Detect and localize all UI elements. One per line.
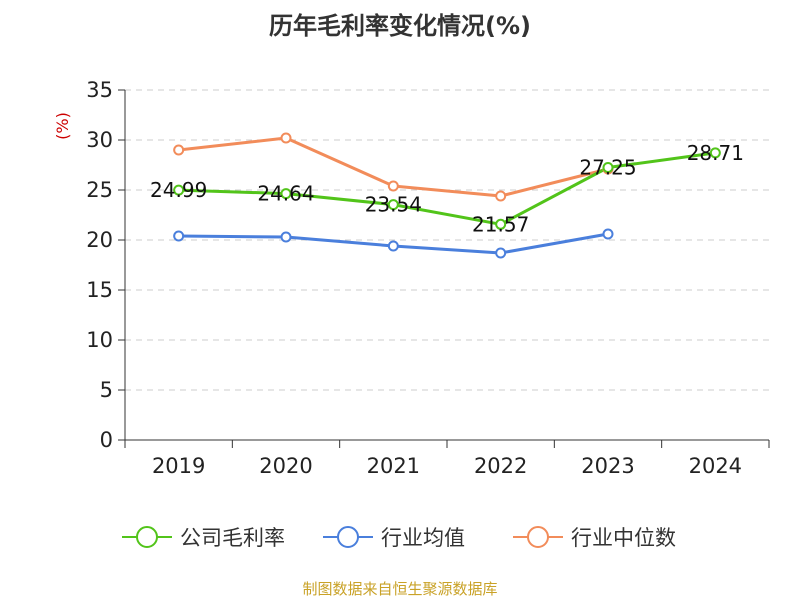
data-label: 24.64: [257, 182, 314, 206]
y-tick-label: 15: [86, 278, 113, 302]
data-point: [280, 188, 292, 200]
data-point: [280, 231, 292, 243]
legend-label: 公司毛利率: [180, 526, 285, 550]
x-tick-label: 2020: [259, 454, 312, 478]
data-label: 28.71: [687, 141, 744, 165]
data-point: [173, 144, 185, 156]
legend-label: 行业中位数: [571, 526, 676, 550]
legend-marker-icon: [527, 526, 549, 548]
data-point: [387, 180, 399, 192]
x-tick-label: 2021: [367, 454, 420, 478]
axes: 0 5 10 15 20 25 30 35 2019 2020 2021 2022 2023 2024: [86, 78, 770, 478]
data-label: 24.99: [150, 178, 207, 202]
y-tick-label: 35: [86, 78, 113, 102]
x-tick-label: 2022: [474, 454, 527, 478]
data-source-footer: 制图数据来自恒生聚源数据库: [302, 580, 497, 598]
y-tick-label: 30: [86, 128, 113, 152]
data-label: 27.25: [579, 156, 636, 180]
data-labels: 24.99 24.64 23.54 21.57 27.25 28.71: [150, 141, 744, 236]
legend-item[interactable]: 行业中位数: [513, 526, 676, 550]
data-point: [709, 147, 721, 159]
y-tick-label: 25: [86, 178, 113, 202]
data-point: [602, 228, 614, 240]
y-tick-label: 10: [86, 328, 113, 352]
legend-label: 行业均值: [381, 526, 465, 550]
grid-lines: [125, 89, 769, 391]
legend-item[interactable]: 行业均值: [323, 526, 465, 550]
x-tick-label: 2023: [581, 454, 634, 478]
series-line: [178, 151, 716, 226]
x-tick-label: 2019: [152, 454, 205, 478]
x-tick-label: 2024: [689, 454, 742, 478]
legend-marker-icon: [136, 526, 158, 548]
y-tick-label: 5: [100, 378, 113, 402]
legend-marker-icon: [337, 526, 359, 548]
data-point: [387, 240, 399, 252]
data-point: [173, 230, 185, 242]
y-axis-unit-label: (%): [53, 112, 72, 140]
legend[interactable]: 公司毛利率 行业均值 行业中位数: [122, 526, 676, 550]
data-point: [280, 132, 292, 144]
data-label: 23.54: [365, 193, 422, 217]
y-tick-label: 0: [100, 428, 113, 452]
y-tick-label: 20: [86, 228, 113, 252]
data-point: [173, 184, 185, 196]
legend-item[interactable]: 公司毛利率: [122, 526, 285, 550]
data-point: [602, 162, 614, 173]
data-point: [387, 199, 399, 211]
data-point: [495, 218, 507, 230]
data-label: 21.57: [472, 212, 529, 236]
chart-title: 历年毛利率变化情况(%): [269, 12, 531, 40]
data-point: [495, 247, 507, 259]
data-point: [495, 190, 507, 202]
series-points: [173, 132, 721, 259]
